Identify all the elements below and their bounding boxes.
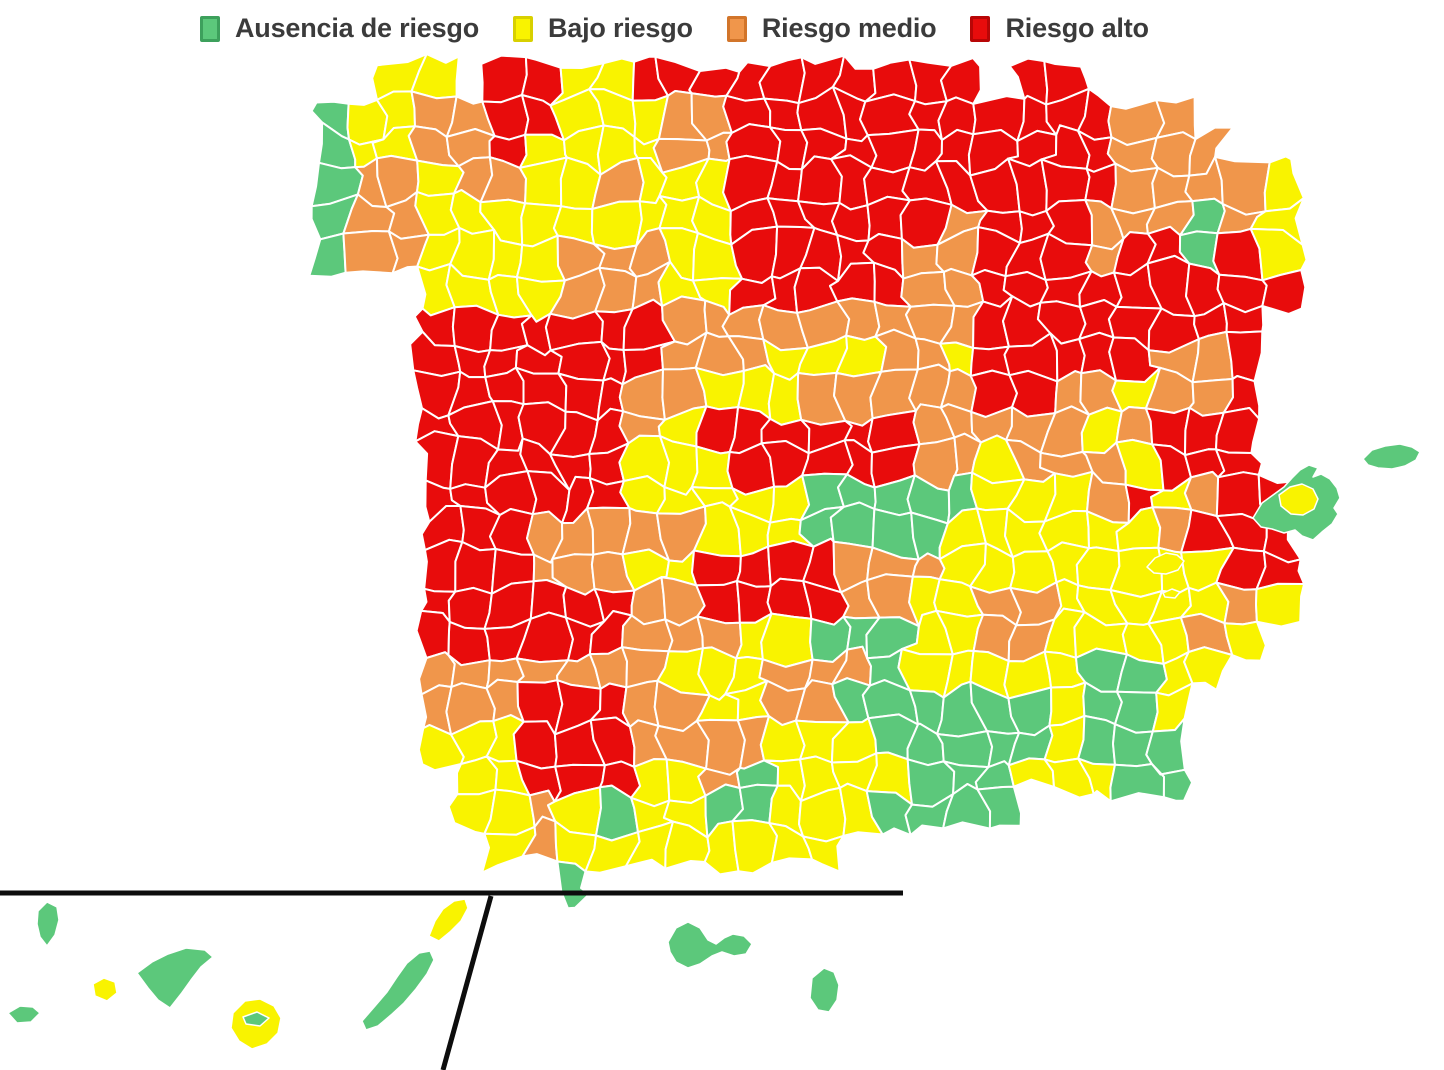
- legend-item-bajo-riesgo: Bajo riesgo: [513, 13, 693, 44]
- map-region: [1150, 763, 1194, 802]
- map-region: [590, 200, 643, 250]
- island-mallorca-center: [1278, 483, 1319, 516]
- map-region: [1255, 582, 1306, 628]
- map-region: [342, 230, 399, 275]
- map-region: [1183, 646, 1234, 691]
- island-la-gomera: [92, 977, 118, 1002]
- map-region: [415, 609, 451, 659]
- island-menorca: [1362, 443, 1421, 470]
- map-region: [1261, 269, 1307, 315]
- legend-label: Riesgo medio: [761, 13, 937, 43]
- map-region: [447, 620, 491, 667]
- island-lanzarote: [428, 898, 469, 942]
- map-region: [691, 549, 742, 587]
- map-region: [731, 819, 778, 875]
- legend-label: Ausencia de riesgo: [235, 13, 479, 43]
- legend-swatch-red-icon: [970, 15, 991, 42]
- map-region: [1110, 162, 1159, 215]
- island-melilla: [809, 967, 840, 1013]
- island-ibiza: [1146, 552, 1185, 575]
- legend-item-riesgo-alto: Riesgo alto: [970, 13, 1149, 44]
- legend-label: Bajo riesgo: [548, 13, 693, 43]
- island-fuerteventura: [361, 950, 435, 1031]
- map-region: [690, 445, 734, 490]
- map-region: [1223, 620, 1267, 662]
- map-region: [767, 372, 803, 426]
- map-region: [760, 612, 814, 668]
- map-region: [1215, 407, 1261, 454]
- map-region: [802, 834, 845, 873]
- map-region: [1077, 714, 1116, 766]
- island-el-hierro: [7, 1005, 41, 1024]
- inset-separator-diagonal: [440, 895, 494, 1070]
- legend-item-ausencia-de-riesgo: Ausencia de riesgo: [200, 13, 479, 44]
- island-tenerife: [136, 947, 214, 1009]
- legend-swatch-yellow-icon: [513, 15, 533, 42]
- island-la-palma: [36, 901, 60, 947]
- legend-swatch-orange-icon: [726, 15, 747, 42]
- map-region: [1191, 330, 1234, 384]
- map-region: [1225, 330, 1264, 383]
- map-region: [308, 232, 347, 278]
- legend-label: Riesgo alto: [1005, 13, 1149, 43]
- island-formentera: [1162, 588, 1181, 599]
- map-region: [758, 56, 806, 105]
- map-region: [621, 679, 660, 728]
- legend-item-riesgo-medio: Riesgo medio: [726, 13, 937, 44]
- legend: Ausencia de riesgo Bajo riesgo Riesgo me…: [200, 13, 1149, 44]
- island-ceuta: [667, 921, 753, 969]
- map-region: [454, 541, 497, 595]
- legend-swatch-green-icon: [200, 15, 220, 42]
- map-region: [976, 785, 1022, 830]
- island-gran-canaria-center: [242, 1011, 270, 1027]
- map-region: [763, 97, 803, 132]
